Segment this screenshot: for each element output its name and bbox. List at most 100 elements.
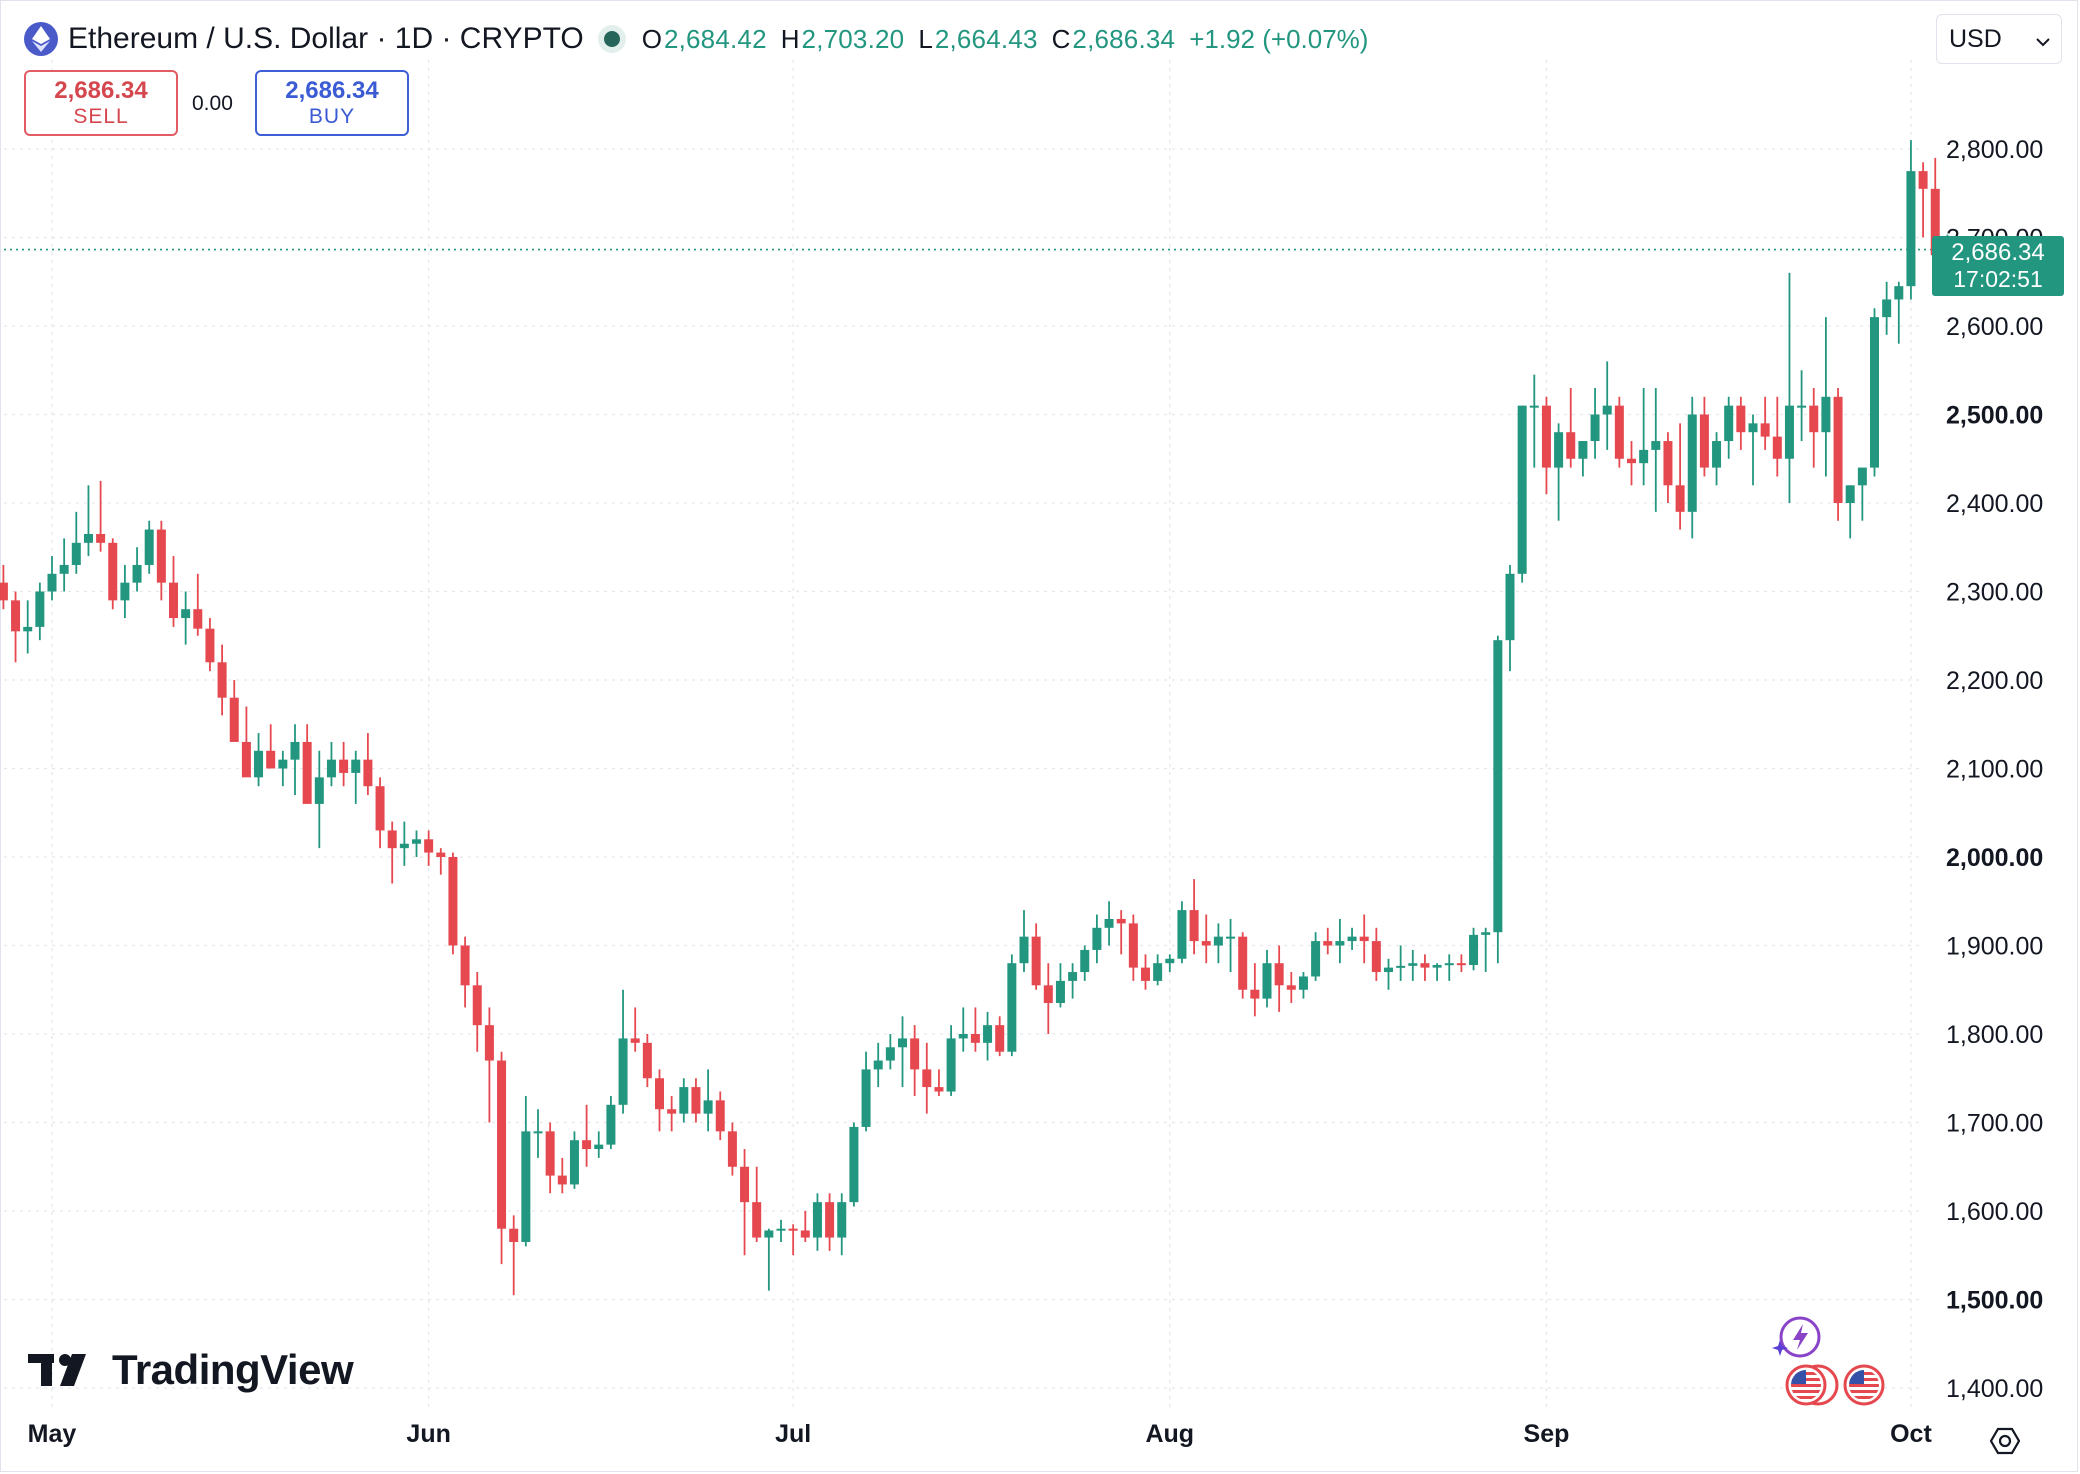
- economic-events[interactable]: [1772, 1312, 1892, 1412]
- flash-event-icon[interactable]: [1772, 1316, 1821, 1358]
- candle-down: [241, 706, 251, 778]
- candle-up: [1493, 635, 1503, 964]
- candle-body: [1663, 441, 1673, 486]
- candle-body: [1857, 467, 1867, 486]
- candle-body: [1748, 423, 1758, 433]
- tradingview-wordmark: TradingView: [112, 1346, 354, 1393]
- candle-down: [1043, 963, 1053, 1034]
- currency-select[interactable]: USD: [1936, 14, 2062, 64]
- buy-price: 2,686.34: [285, 77, 379, 104]
- tradingview-logo[interactable]: TradingView: [28, 1346, 354, 1394]
- market-status-icon[interactable]: [603, 31, 620, 47]
- sell-button[interactable]: 2,686.34 SELL: [24, 70, 178, 136]
- candle-body: [1675, 485, 1685, 512]
- candle-body: [1809, 405, 1819, 433]
- candle-down: [424, 830, 434, 866]
- candle-body: [1469, 934, 1479, 965]
- candle-up: [144, 520, 154, 574]
- candle-body: [1736, 405, 1746, 433]
- candle-down: [497, 1051, 507, 1265]
- candles: [0, 140, 1952, 1296]
- candle-down: [11, 591, 21, 663]
- candle-body: [1250, 989, 1260, 999]
- candle-down: [1201, 914, 1211, 964]
- candle-down: [169, 556, 178, 627]
- candle-up: [569, 1131, 579, 1189]
- candle-body: [703, 1100, 713, 1114]
- candle-body: [83, 533, 93, 543]
- candle-body: [1371, 941, 1381, 973]
- ethereum-icon[interactable]: [24, 22, 58, 56]
- last-price-tag: 2,686.34 17:02:51: [1932, 236, 2064, 296]
- candle-up: [290, 724, 300, 796]
- candle-down: [1833, 387, 1843, 521]
- candle-up: [23, 600, 33, 654]
- candle-down: [1614, 396, 1624, 468]
- buy-button[interactable]: 2,686.34 BUY: [255, 70, 409, 136]
- candle-body: [1833, 396, 1843, 503]
- candle-down: [1250, 963, 1260, 1017]
- candle-down: [1359, 914, 1369, 964]
- candle-up: [1347, 927, 1357, 950]
- candle-up: [946, 1025, 956, 1096]
- price-change: +1.92 (+0.07%): [1189, 23, 1369, 54]
- candle-down: [472, 972, 482, 1052]
- candle-down: [934, 1069, 944, 1096]
- candle-body: [1772, 436, 1782, 459]
- candle-up: [1177, 901, 1187, 964]
- candle-up: [1724, 396, 1734, 459]
- candle-down: [1420, 954, 1430, 981]
- grid-lines: [4, 60, 1920, 1412]
- currency-value: USD: [1949, 24, 2002, 53]
- settings-icon[interactable]: [1990, 1426, 2020, 1456]
- candle-body: [630, 1038, 640, 1043]
- candle-body: [533, 1131, 543, 1134]
- candle-body: [375, 786, 385, 831]
- candle-up: [59, 538, 69, 592]
- candle-down: [1663, 432, 1673, 503]
- candle-up: [861, 1051, 871, 1132]
- us-flag-event-icon[interactable]: [1843, 1364, 1885, 1406]
- candle-up: [1055, 963, 1065, 1008]
- candle-body: [1019, 936, 1029, 964]
- close-value: 2,686.34: [1072, 23, 1176, 54]
- candle-up: [983, 1011, 993, 1061]
- candle-up: [1882, 281, 1892, 335]
- candle-body: [1517, 405, 1527, 574]
- candle-body: [1784, 405, 1794, 459]
- candle-down: [1128, 914, 1138, 981]
- chevron-down-icon: [2035, 25, 2051, 54]
- candle-up: [351, 750, 361, 804]
- candle-body: [497, 1060, 507, 1229]
- candle-body: [995, 1025, 1005, 1052]
- candle-body: [399, 843, 409, 849]
- candle-up: [1845, 485, 1855, 539]
- candle-body: [241, 741, 251, 778]
- last-price-label: 2,686.34: [1951, 239, 2045, 266]
- candle-up: [521, 1095, 531, 1247]
- candle-body: [946, 1038, 956, 1092]
- symbol-header: Ethereum / U.S. Dollar · 1D · CRYPTO O 2…: [24, 18, 1368, 60]
- tradingview-logo-icon: [28, 1354, 86, 1386]
- price-tick-label: 2,200.00: [1946, 667, 2043, 695]
- candle-body: [861, 1069, 871, 1127]
- candle-body: [606, 1104, 616, 1145]
- candle-body: [1286, 985, 1296, 990]
- candle-down: [509, 1215, 519, 1296]
- candle-down: [1675, 423, 1685, 530]
- candle-down: [630, 1007, 640, 1052]
- time-axis: May Jun Jul Aug Sep Oct: [28, 1420, 1933, 1448]
- candle-up: [278, 750, 288, 787]
- us-flag-event-icon[interactable]: [1785, 1364, 1839, 1406]
- candle-up: [399, 821, 409, 866]
- open-key: O: [641, 23, 662, 54]
- candle-body: [363, 759, 373, 787]
- candle-down: [156, 520, 166, 601]
- candle-down: [800, 1211, 810, 1242]
- candle-body: [1894, 286, 1904, 300]
- candle-body: [1213, 936, 1223, 946]
- symbol-title[interactable]: Ethereum / U.S. Dollar · 1D · CRYPTO: [68, 22, 584, 55]
- time-tick-label: May: [28, 1420, 77, 1448]
- candle-down: [788, 1224, 798, 1256]
